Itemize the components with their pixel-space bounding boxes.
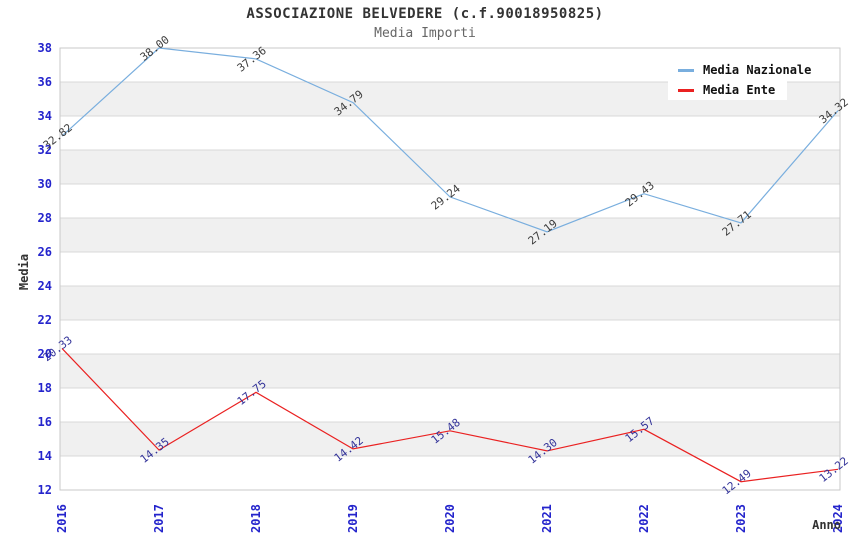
y-tick-label: 16 xyxy=(38,415,52,429)
y-tick-label: 18 xyxy=(38,381,52,395)
legend-item-media-ente: Media Ente xyxy=(668,80,788,100)
plot-band xyxy=(60,150,840,184)
legend-item-media-nazionale: Media Nazionale xyxy=(668,60,824,80)
x-tick-label: 2022 xyxy=(637,504,651,533)
plot-area-border xyxy=(59,47,841,491)
y-tick-label: 36 xyxy=(38,75,52,89)
y-tick-label: 24 xyxy=(38,279,52,293)
y-tick-label: 32 xyxy=(38,143,52,157)
plot-band xyxy=(60,456,840,490)
plot-band xyxy=(60,320,840,354)
y-axis-title: Media xyxy=(17,254,31,290)
x-tick-label: 2016 xyxy=(55,504,69,533)
plot-band xyxy=(60,354,840,388)
y-tick-label: 22 xyxy=(38,313,52,327)
chart-title: ASSOCIAZIONE BELVEDERE (c.f.90018950825) xyxy=(246,6,604,22)
plot-band xyxy=(60,388,840,422)
x-tick-label: 2023 xyxy=(734,504,748,533)
chart-subtitle: Media Importi xyxy=(374,26,476,41)
plot-band xyxy=(60,252,840,286)
legend-label: Media Nazionale xyxy=(703,63,812,77)
series-line-media-ente xyxy=(61,347,839,483)
legend-line-marker xyxy=(678,68,694,72)
legend-line-marker xyxy=(678,88,694,92)
x-tick-label: 2024 xyxy=(831,504,845,533)
y-tick-label: 14 xyxy=(38,449,52,463)
legend: Media Nazionale Media Ente xyxy=(668,60,824,100)
x-tick-label: 2020 xyxy=(443,504,457,533)
y-tick-label: 34 xyxy=(38,109,52,123)
plot-band xyxy=(60,422,840,456)
x-tick-label: 2017 xyxy=(152,504,166,533)
y-tick-label: 26 xyxy=(38,245,52,259)
legend-label: Media Ente xyxy=(703,83,776,97)
y-tick-label: 30 xyxy=(38,177,52,191)
x-tick-label: 2018 xyxy=(249,504,263,533)
plot-band xyxy=(60,184,840,218)
y-tick-label: 20 xyxy=(38,347,52,361)
x-tick-label: 2019 xyxy=(346,504,360,533)
y-tick-label: 28 xyxy=(38,211,52,225)
y-tick-label: 38 xyxy=(38,41,52,55)
series-line-media-nazionale xyxy=(61,47,839,233)
plot-band xyxy=(60,116,840,150)
y-tick-label: 12 xyxy=(38,483,52,497)
x-tick-label: 2021 xyxy=(540,504,554,533)
x-axis-title: Anno xyxy=(812,518,841,532)
plot-band xyxy=(60,286,840,320)
plot-band xyxy=(60,218,840,252)
